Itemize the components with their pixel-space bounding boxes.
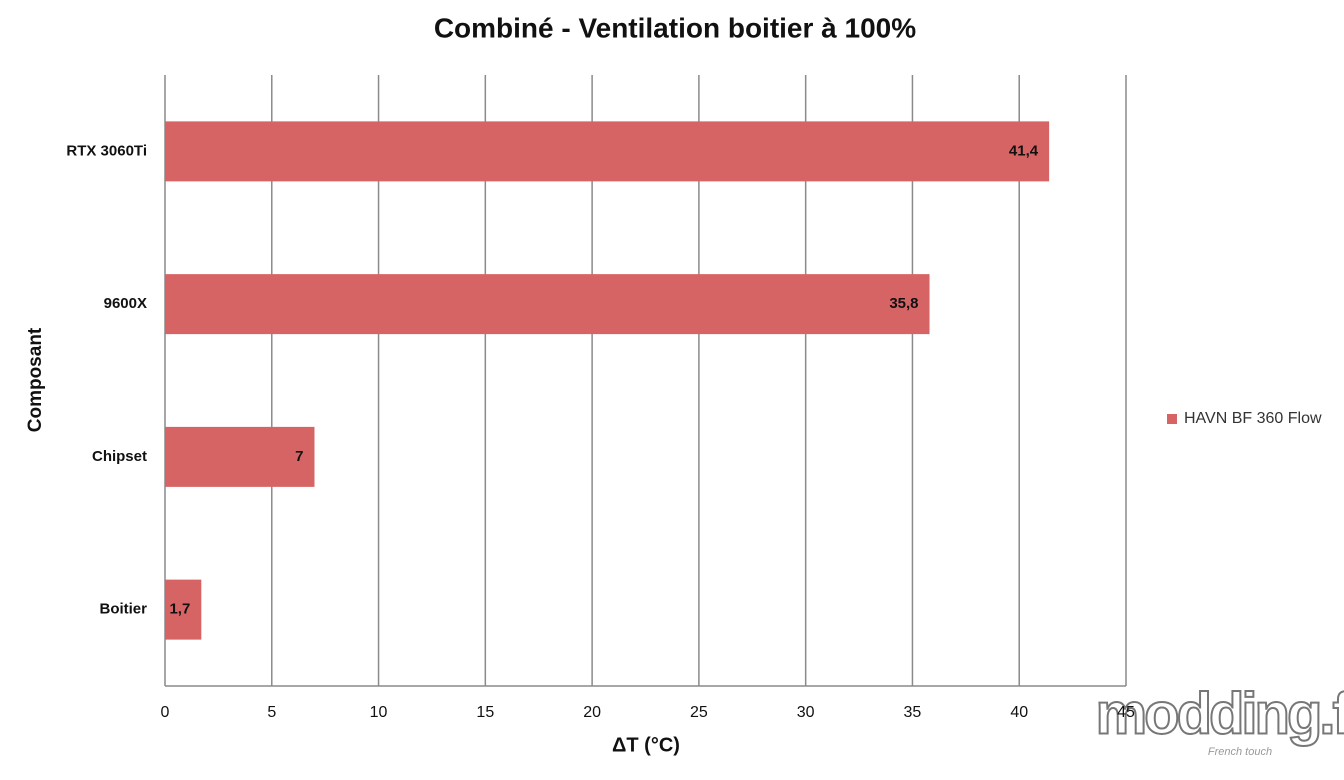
x-tick-label: 40 (1010, 704, 1028, 721)
x-tick-label: 0 (161, 704, 170, 721)
x-axis-label: ΔT (°C) (612, 734, 680, 756)
bar (165, 426, 315, 487)
bar (165, 274, 930, 335)
x-tick-label: 35 (904, 704, 922, 721)
data-label: 1,7 (169, 601, 190, 618)
y-tick-label: RTX 3060Ti (66, 142, 147, 159)
y-tick-label: Boitier (99, 601, 147, 618)
watermark-sub: French touch (1208, 746, 1272, 758)
x-tick-label: 45 (1117, 704, 1135, 721)
bar (165, 121, 1050, 182)
data-label: 35,8 (889, 295, 918, 312)
legend-swatch (1167, 414, 1177, 424)
y-tick-label: Chipset (92, 448, 147, 465)
x-tick-label: 25 (690, 704, 708, 721)
y-tick-label: 9600X (104, 295, 147, 312)
data-label: 41,4 (1009, 142, 1039, 159)
y-axis-label: Composant (25, 327, 46, 432)
x-tick-label: 5 (267, 704, 276, 721)
x-tick-label: 10 (370, 704, 388, 721)
chart-title: Combiné - Ventilation boitier à 100% (434, 12, 916, 43)
bar (165, 579, 202, 640)
x-tick-label: 15 (476, 704, 494, 721)
x-tick-label: 20 (583, 704, 601, 721)
data-label: 7 (295, 448, 303, 465)
x-tick-label: 30 (797, 704, 815, 721)
watermark: modding.fr (1096, 681, 1344, 746)
legend-label: HAVN BF 360 Flow (1184, 410, 1322, 427)
